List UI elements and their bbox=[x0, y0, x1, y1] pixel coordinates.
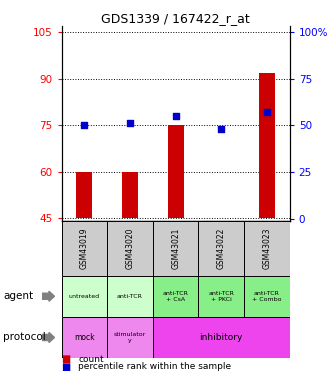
Bar bbox=[153, 276, 198, 317]
Bar bbox=[244, 221, 290, 276]
Bar bbox=[153, 221, 198, 276]
Text: GSM43022: GSM43022 bbox=[217, 228, 226, 269]
Text: stimulator
y: stimulator y bbox=[114, 332, 146, 343]
Title: GDS1339 / 167422_r_at: GDS1339 / 167422_r_at bbox=[101, 12, 250, 25]
Bar bbox=[107, 317, 153, 358]
Text: protocol: protocol bbox=[3, 333, 46, 342]
Bar bbox=[62, 221, 107, 276]
Text: anti-TCR: anti-TCR bbox=[117, 294, 143, 299]
Text: agent: agent bbox=[3, 291, 33, 301]
Point bbox=[128, 120, 133, 126]
Bar bbox=[77, 172, 92, 218]
Text: count: count bbox=[78, 355, 104, 364]
Text: anti-TCR
+ Combo: anti-TCR + Combo bbox=[252, 291, 282, 302]
Bar bbox=[62, 276, 107, 317]
Text: untreated: untreated bbox=[69, 294, 100, 299]
Text: inhibitory: inhibitory bbox=[199, 333, 243, 342]
Text: GSM43020: GSM43020 bbox=[126, 228, 135, 269]
Bar bbox=[107, 221, 153, 276]
Text: GSM43019: GSM43019 bbox=[80, 228, 89, 269]
Bar bbox=[259, 73, 275, 218]
Point bbox=[173, 113, 178, 119]
Bar bbox=[198, 221, 244, 276]
FancyArrow shape bbox=[42, 291, 54, 302]
Text: anti-TCR
+ PKCi: anti-TCR + PKCi bbox=[208, 291, 234, 302]
Text: ■: ■ bbox=[62, 354, 71, 364]
Text: anti-TCR
+ CsA: anti-TCR + CsA bbox=[163, 291, 188, 302]
FancyArrow shape bbox=[42, 333, 54, 343]
Text: ■: ■ bbox=[62, 362, 71, 372]
Bar bbox=[107, 276, 153, 317]
Bar bbox=[62, 317, 107, 358]
Point bbox=[82, 122, 87, 128]
Text: mock: mock bbox=[74, 333, 95, 342]
Point bbox=[219, 126, 224, 132]
Bar bbox=[153, 317, 290, 358]
Text: GSM43023: GSM43023 bbox=[262, 228, 271, 269]
Bar bbox=[122, 172, 138, 218]
Bar bbox=[198, 276, 244, 317]
Text: GSM43021: GSM43021 bbox=[171, 228, 180, 269]
Bar bbox=[244, 276, 290, 317]
Text: percentile rank within the sample: percentile rank within the sample bbox=[78, 362, 231, 371]
Point bbox=[264, 109, 270, 115]
Bar bbox=[168, 125, 183, 218]
